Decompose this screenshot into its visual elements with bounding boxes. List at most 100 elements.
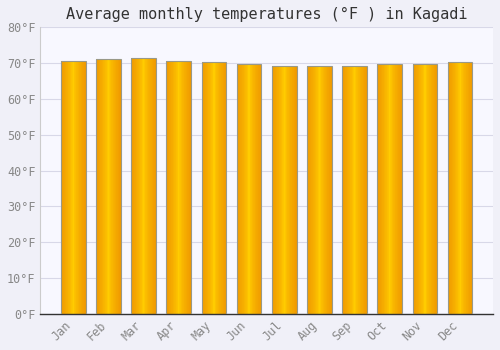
Bar: [470, 62, 471, 314]
Bar: [350, 66, 351, 314]
Bar: [216, 62, 217, 314]
Bar: [142, 58, 143, 314]
Bar: [346, 66, 347, 314]
Bar: [428, 64, 430, 314]
Bar: [415, 64, 416, 314]
Bar: [144, 58, 145, 314]
Bar: [208, 62, 209, 314]
Bar: [274, 66, 275, 314]
Bar: [114, 59, 115, 314]
Bar: [382, 64, 383, 314]
Bar: [104, 59, 106, 314]
Bar: [454, 62, 455, 314]
Bar: [314, 66, 315, 314]
Bar: [256, 64, 257, 314]
Bar: [219, 62, 220, 314]
Bar: [70, 61, 72, 314]
Bar: [147, 58, 148, 314]
Bar: [358, 66, 359, 314]
Bar: [209, 62, 210, 314]
Bar: [468, 62, 469, 314]
Bar: [149, 58, 150, 314]
Bar: [324, 66, 325, 314]
Bar: [133, 58, 134, 314]
Bar: [75, 61, 76, 314]
Bar: [354, 66, 355, 314]
Bar: [202, 62, 226, 314]
Bar: [286, 66, 288, 314]
Bar: [136, 58, 137, 314]
Bar: [76, 61, 77, 314]
Bar: [351, 66, 352, 314]
Bar: [378, 64, 380, 314]
Bar: [391, 64, 392, 314]
Bar: [66, 61, 67, 314]
Bar: [430, 64, 431, 314]
Bar: [317, 66, 318, 314]
Bar: [343, 66, 344, 314]
Bar: [322, 66, 323, 314]
Bar: [151, 58, 152, 314]
Bar: [281, 66, 282, 314]
Bar: [327, 66, 328, 314]
Bar: [98, 59, 99, 314]
Bar: [243, 64, 244, 314]
Bar: [427, 64, 428, 314]
Bar: [386, 64, 388, 314]
Bar: [61, 61, 86, 314]
Bar: [277, 66, 278, 314]
Bar: [222, 62, 223, 314]
Bar: [67, 61, 68, 314]
Bar: [398, 64, 399, 314]
Bar: [431, 64, 432, 314]
Bar: [184, 61, 185, 314]
Bar: [72, 61, 73, 314]
Bar: [471, 62, 472, 314]
Bar: [69, 61, 70, 314]
Bar: [349, 66, 350, 314]
Title: Average monthly temperatures (°F ) in Kagadi: Average monthly temperatures (°F ) in Ka…: [66, 7, 468, 22]
Bar: [416, 64, 417, 314]
Bar: [280, 66, 281, 314]
Bar: [459, 62, 460, 314]
Bar: [101, 59, 102, 314]
Bar: [330, 66, 331, 314]
Bar: [99, 59, 100, 314]
Bar: [312, 66, 314, 314]
Bar: [348, 66, 349, 314]
Bar: [207, 62, 208, 314]
Bar: [166, 61, 191, 314]
Bar: [419, 64, 420, 314]
Bar: [240, 64, 241, 314]
Bar: [246, 64, 247, 314]
Bar: [81, 61, 82, 314]
Bar: [414, 64, 415, 314]
Bar: [110, 59, 111, 314]
Bar: [154, 58, 156, 314]
Bar: [242, 64, 243, 314]
Bar: [143, 58, 144, 314]
Bar: [418, 64, 419, 314]
Bar: [316, 66, 317, 314]
Bar: [108, 59, 109, 314]
Bar: [390, 64, 391, 314]
Bar: [380, 64, 381, 314]
Bar: [186, 61, 188, 314]
Bar: [308, 66, 309, 314]
Bar: [61, 61, 62, 314]
Bar: [272, 66, 296, 314]
Bar: [466, 62, 467, 314]
Bar: [118, 59, 119, 314]
Bar: [397, 64, 398, 314]
Bar: [180, 61, 181, 314]
Bar: [453, 62, 454, 314]
Bar: [185, 61, 186, 314]
Bar: [167, 61, 168, 314]
Bar: [182, 61, 183, 314]
Bar: [467, 62, 468, 314]
Bar: [237, 64, 262, 314]
Bar: [451, 62, 452, 314]
Bar: [272, 66, 273, 314]
Bar: [253, 64, 254, 314]
Bar: [378, 64, 402, 314]
